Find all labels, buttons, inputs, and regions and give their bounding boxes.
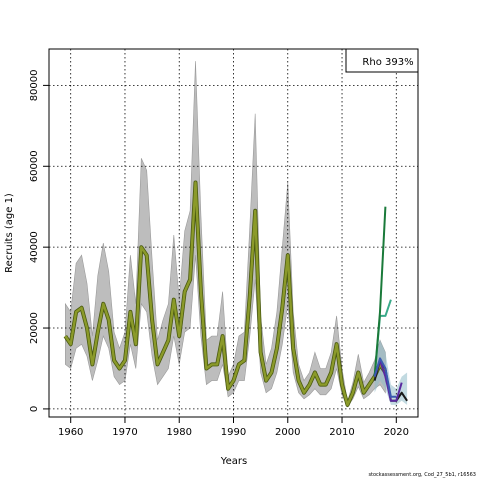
footer-note: stockassessment.org, Cod_27_5b1, r16563	[368, 472, 476, 478]
x-tick-label-1980: 1980	[167, 427, 192, 438]
x-tick-label-2020: 2020	[384, 427, 409, 438]
y-tick-label-40000: 40000	[29, 231, 40, 263]
y-tick-label-0: 0	[29, 406, 40, 412]
series-line-layer	[63, 180, 408, 407]
legend-box: Rho 393%	[345, 48, 419, 73]
x-axis-title: Years	[220, 456, 247, 467]
x-tick-label-1990: 1990	[221, 427, 246, 438]
peel-line-5	[373, 357, 397, 398]
axis-layer: 1960 1970 1980 1990 2000 2010 2020 0 20000 40000 6…	[29, 69, 409, 438]
x-tick-label-1970: 1970	[112, 427, 137, 438]
base-series-line	[64, 181, 387, 407]
y-tick-label-80000: 80000	[29, 69, 40, 101]
base-confidence-band	[65, 61, 386, 408]
grid-layer	[49, 49, 418, 417]
legend-text: Rho 393%	[362, 57, 413, 68]
confidence-band-layer	[65, 61, 408, 408]
x-tick-label-2000: 2000	[275, 427, 300, 438]
y-tick-label-60000: 60000	[29, 150, 40, 182]
x-tick-label-1960: 1960	[58, 427, 83, 438]
y-axis-title: Recruits (age 1)	[4, 193, 15, 273]
y-tick-label-20000: 20000	[29, 312, 40, 344]
x-tick-label-2010: 2010	[329, 427, 354, 438]
peel-line-2	[373, 206, 387, 377]
